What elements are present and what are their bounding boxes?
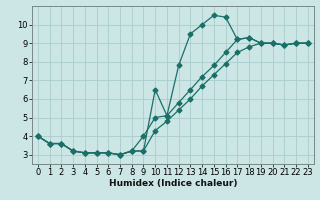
X-axis label: Humidex (Indice chaleur): Humidex (Indice chaleur) — [108, 179, 237, 188]
